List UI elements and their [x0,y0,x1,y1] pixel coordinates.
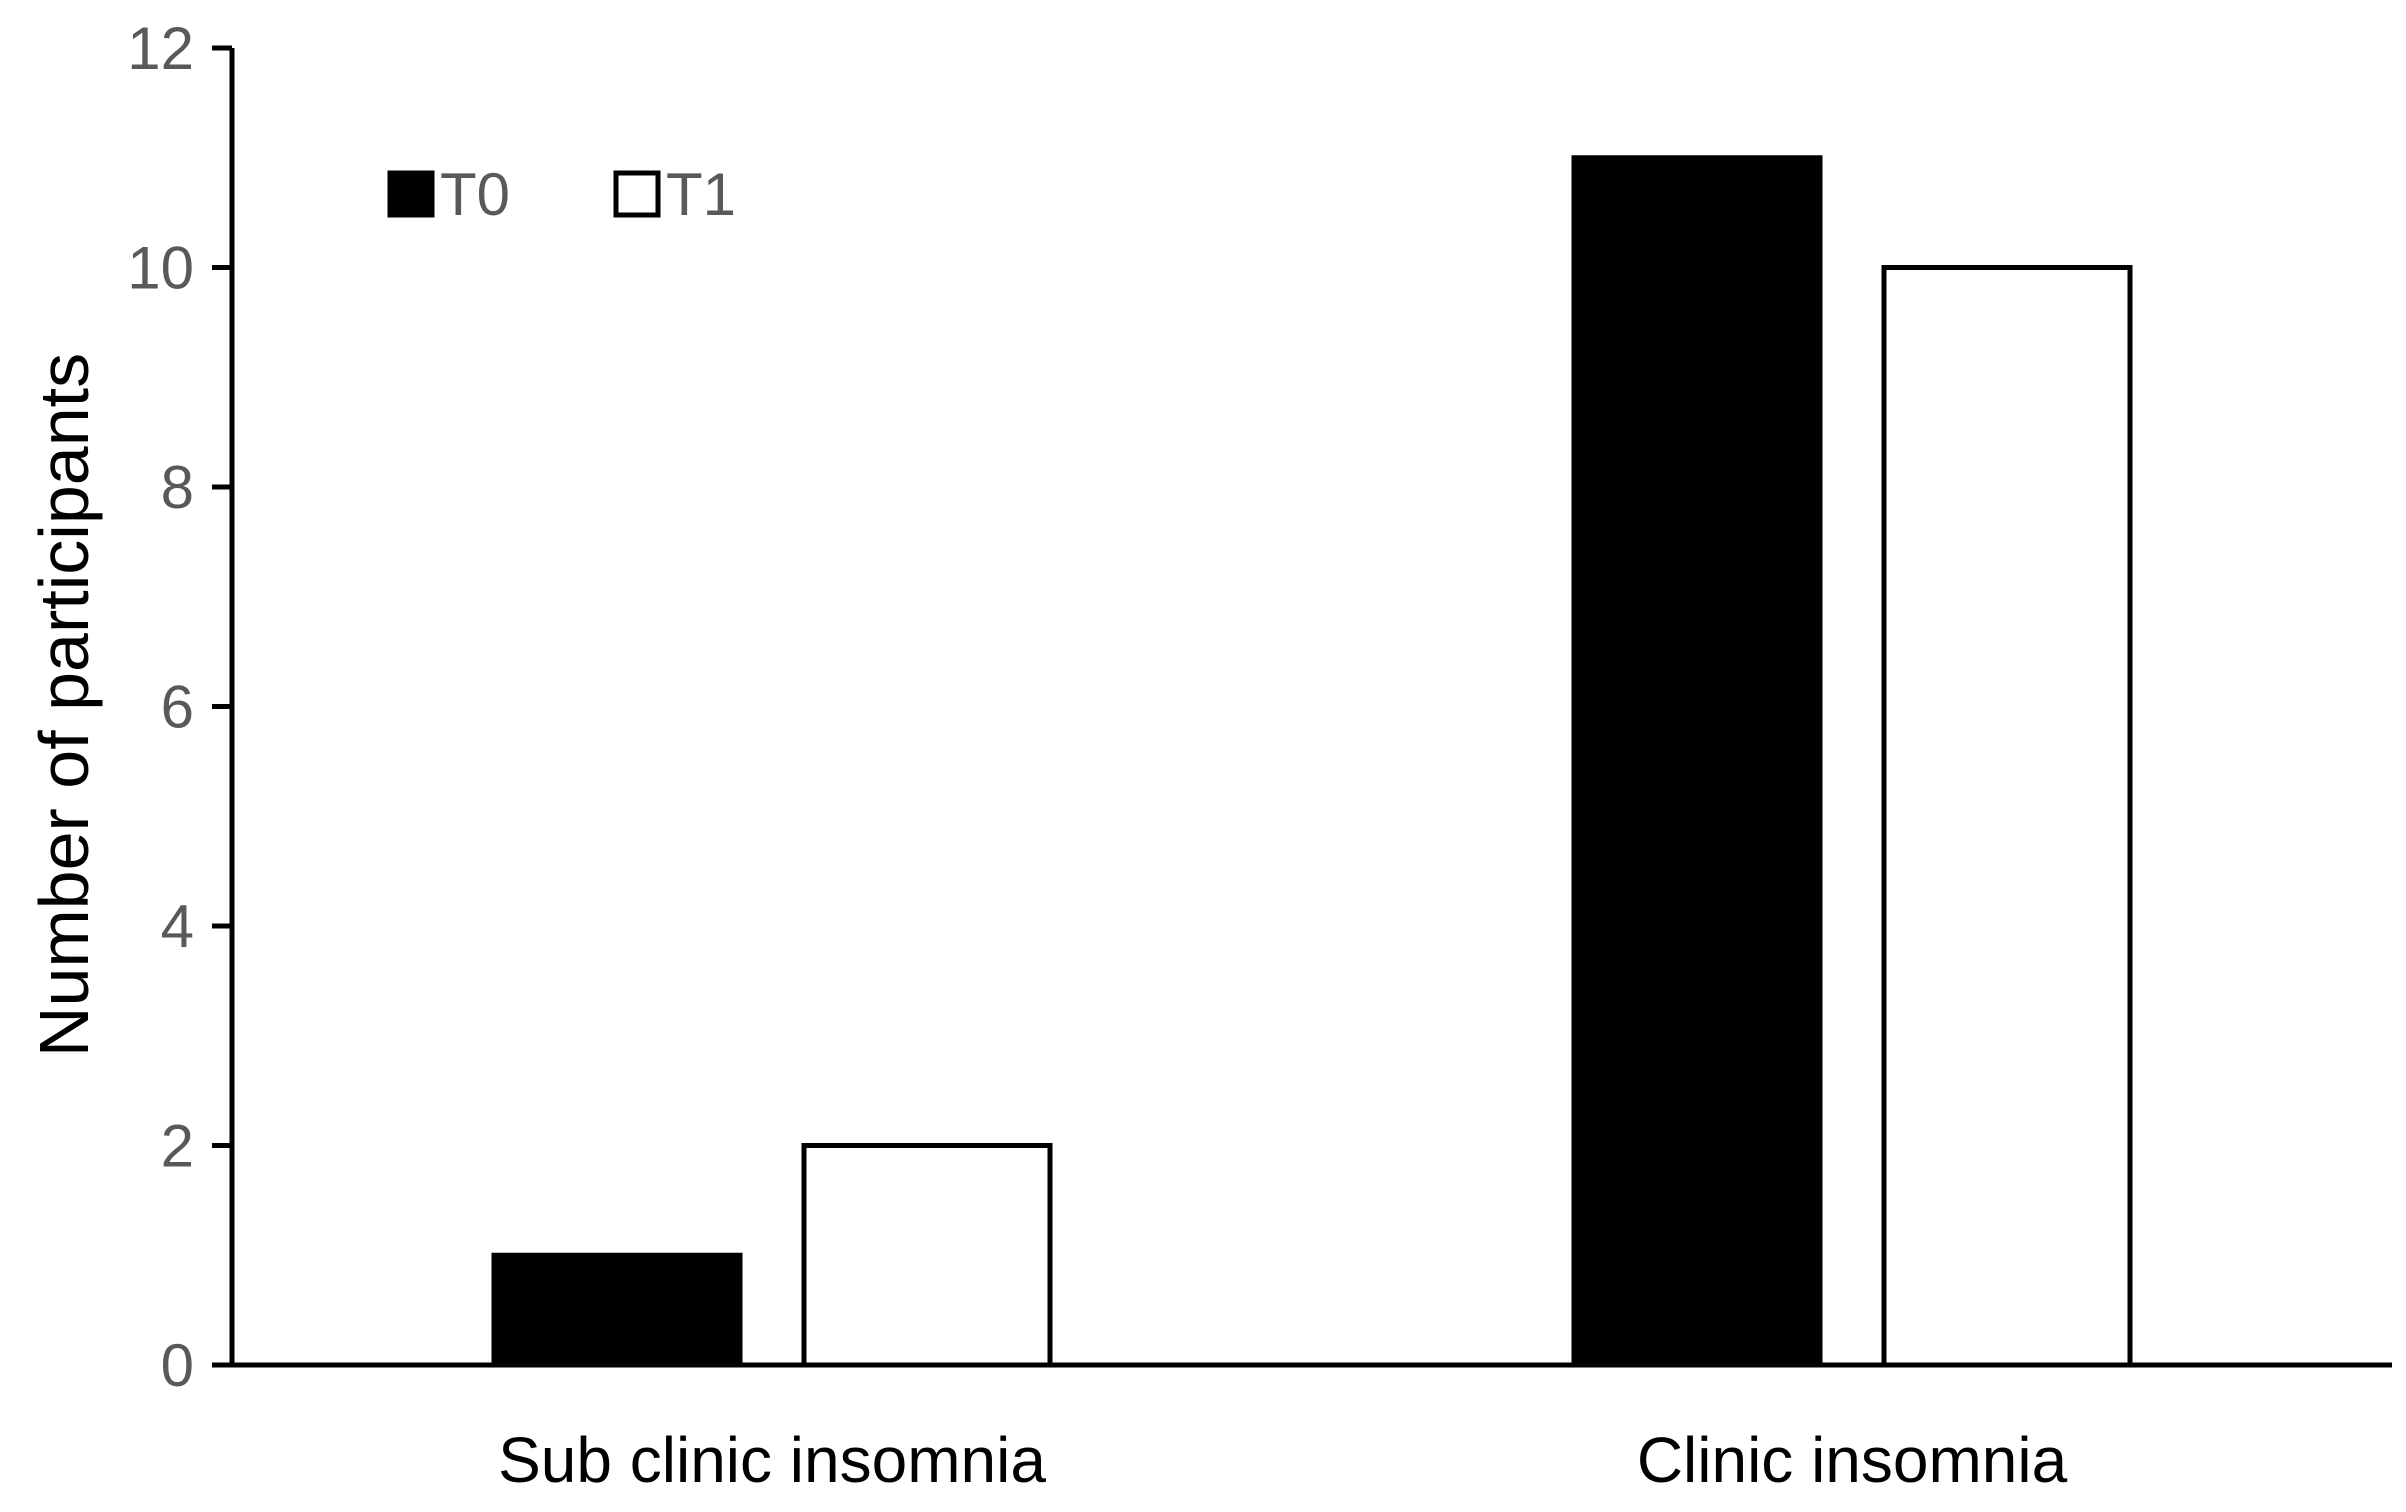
y-tick-label-1: 2 [161,1113,194,1180]
legend: T0 T1 [387,161,736,228]
y-ticks-group: 0 2 4 6 8 10 12 [127,15,232,1399]
y-tick-label-2: 4 [161,893,194,960]
bar-t1-1 [1881,265,2133,1368]
category-label-0: Sub clinic insomnia [498,1424,1046,1496]
y-tick-label-0: 0 [161,1332,194,1399]
y-tick-label-6: 12 [127,15,194,82]
y-tick-label-4: 8 [161,454,194,521]
category-labels-group: Sub clinic insomnia Clinic insomnia [498,1424,2068,1496]
y-tick-label-3: 6 [161,674,194,741]
bars-group [491,155,2133,1368]
category-label-1: Clinic insomnia [1637,1424,2068,1496]
legend-swatch-t0 [387,170,435,218]
bar-t0-0 [491,1252,743,1368]
bar-t1-0 [801,1143,1053,1368]
legend-swatch-t1 [613,170,661,218]
legend-label-t1: T1 [666,161,736,228]
bar-t0-1 [1571,155,1823,1368]
y-axis-title: Number of participants [25,353,103,1057]
legend-label-t0: T0 [440,161,510,228]
y-tick-label-5: 10 [127,235,194,302]
